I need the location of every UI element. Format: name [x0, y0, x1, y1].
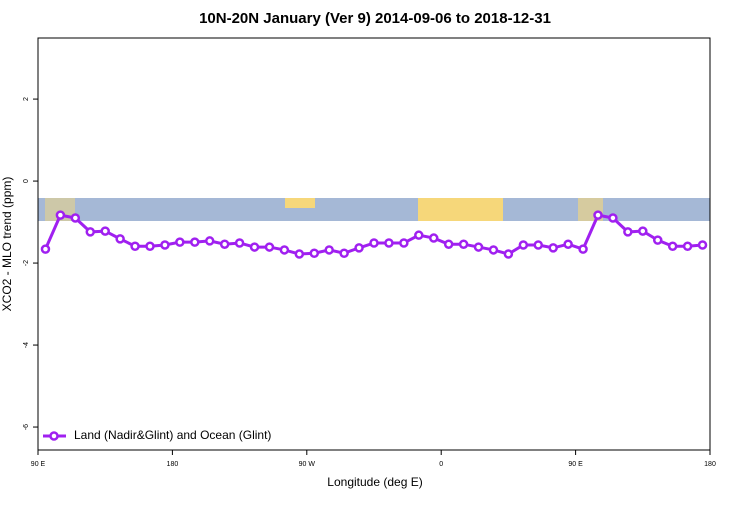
point [190, 237, 200, 247]
x-tick-label: 180 [704, 461, 716, 468]
point [145, 241, 155, 252]
point [667, 241, 678, 252]
point [473, 242, 484, 252]
point [458, 239, 469, 249]
point [219, 239, 230, 249]
point [175, 237, 185, 247]
point [100, 226, 110, 236]
point [548, 243, 558, 253]
point [40, 244, 51, 254]
point [488, 245, 499, 255]
x-tick-label: 0 [439, 461, 443, 468]
point [369, 238, 379, 248]
x-tick-label: 90 E [568, 461, 583, 468]
point [160, 240, 170, 250]
y-axis-label: XCO2 - MLO trend (ppm) [0, 177, 14, 312]
point [563, 239, 573, 249]
point [309, 248, 320, 258]
point [85, 227, 96, 237]
point [697, 240, 708, 250]
point [533, 240, 544, 250]
point [593, 210, 603, 220]
point [115, 234, 125, 244]
point [70, 213, 81, 223]
point [638, 226, 648, 236]
plot-frame [37, 37, 711, 451]
y-tick-label: 0 [23, 179, 30, 183]
point [518, 240, 529, 250]
point [578, 244, 588, 254]
point [652, 235, 663, 245]
x-tick-label: 90 E [31, 461, 46, 468]
point [503, 249, 514, 259]
point [204, 236, 215, 246]
point [428, 233, 439, 243]
point [130, 241, 140, 252]
x-tick-label: 90 W [299, 461, 316, 468]
point [682, 241, 693, 252]
y-tick-label: -2 [23, 260, 30, 266]
point [264, 242, 275, 252]
point [399, 238, 409, 248]
point [608, 213, 618, 223]
x-tick-label: 180 [167, 461, 179, 468]
point [279, 245, 290, 255]
point [324, 245, 334, 255]
y-tick-label: -6 [23, 424, 30, 430]
point [234, 238, 245, 248]
point [294, 249, 305, 259]
x-axis-label: Longitude (deg E) [327, 475, 422, 489]
map-band [38, 198, 710, 221]
y-tick-label: 2 [23, 97, 30, 101]
chart-title: 10N-20N January (Ver 9) 2014-09-06 to 20… [199, 10, 551, 27]
legend-label: Land (Nadir&Glint) and Ocean (Glint) [74, 428, 271, 442]
point [354, 243, 364, 253]
legend-marker [49, 431, 59, 441]
point [623, 227, 633, 237]
point [55, 210, 66, 220]
point [339, 248, 349, 258]
point [414, 230, 424, 240]
point [384, 238, 394, 248]
y-tick-label: -4 [23, 342, 30, 348]
point [249, 242, 260, 252]
point [443, 239, 454, 249]
